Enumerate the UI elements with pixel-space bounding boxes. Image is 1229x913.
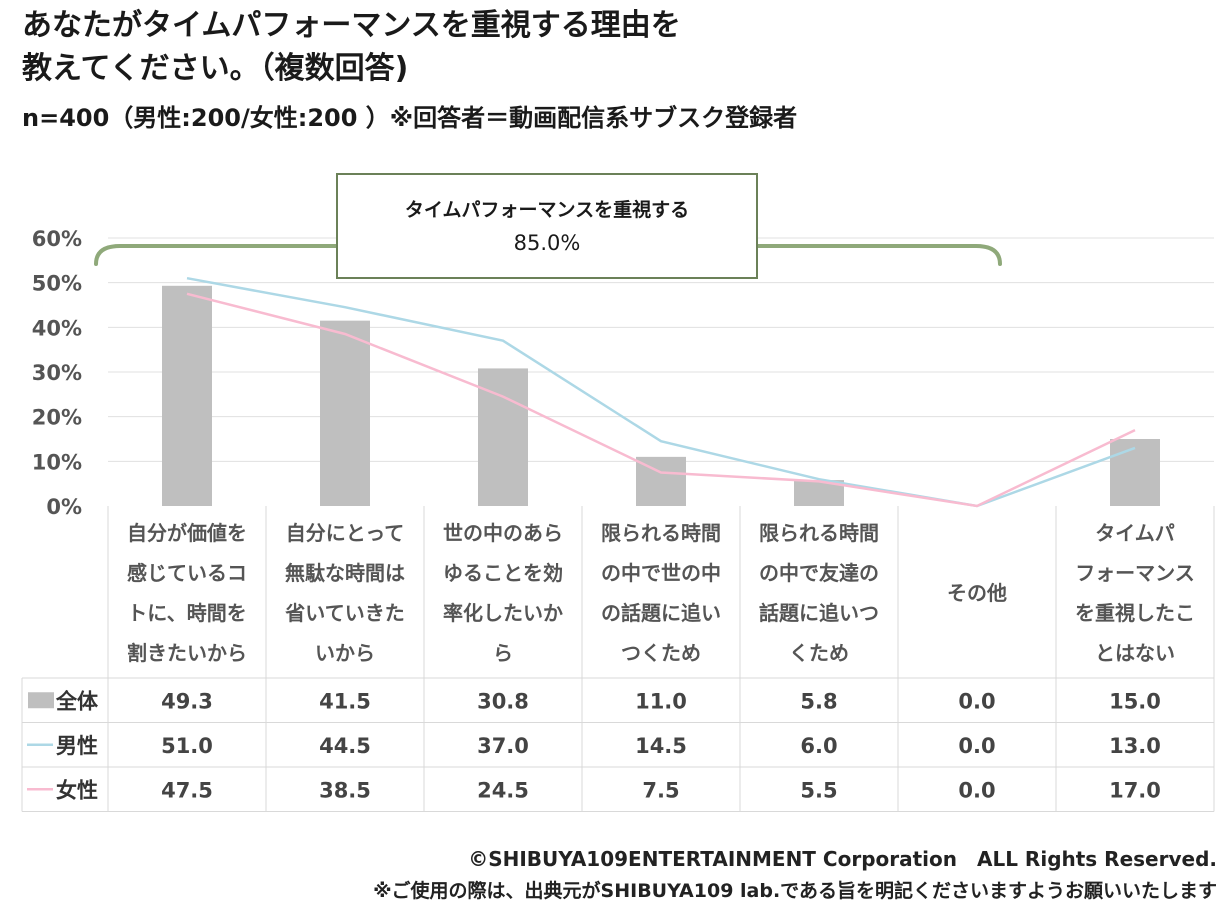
category-label: 自分が価値を bbox=[127, 521, 247, 545]
category-label: ゆることを効 bbox=[443, 561, 563, 585]
data-value: 11.0 bbox=[635, 689, 687, 713]
category-label: 省いていきた bbox=[284, 601, 404, 625]
category-label: ら bbox=[493, 641, 513, 665]
data-value: 17.0 bbox=[1109, 778, 1161, 802]
data-value: 14.5 bbox=[635, 734, 687, 758]
category-label: 世の中のあら bbox=[443, 521, 563, 545]
data-value: 49.3 bbox=[161, 689, 213, 713]
category-label: つくため bbox=[621, 641, 701, 665]
grid-lines bbox=[108, 237, 1214, 462]
data-value: 0.0 bbox=[958, 689, 995, 713]
data-value: 7.5 bbox=[642, 778, 679, 802]
copyright-text: ©SHIBUYA109ENTERTAINMENT Corporation ALL… bbox=[468, 847, 1217, 871]
series-lines bbox=[186, 276, 1136, 508]
legend-label: 女性 bbox=[56, 778, 98, 802]
data-value: 5.5 bbox=[800, 778, 837, 802]
y-tick-label: 20% bbox=[32, 406, 82, 430]
data-value: 41.5 bbox=[319, 689, 371, 713]
bar bbox=[320, 320, 370, 506]
category-label: の中で友達の bbox=[759, 561, 879, 585]
chart-title-line2: 教えてください。（複数回答) bbox=[22, 51, 409, 86]
category-label: トに、時間を bbox=[127, 601, 246, 625]
category-label: 限られる時間 bbox=[759, 521, 879, 545]
data-value: 24.5 bbox=[477, 778, 529, 802]
data-value: 38.5 bbox=[319, 778, 371, 802]
category-label: とはない bbox=[1095, 641, 1175, 665]
y-tick-label: 60% bbox=[32, 227, 82, 251]
data-value: 51.0 bbox=[161, 734, 213, 758]
category-label: フォーマンス bbox=[1075, 561, 1195, 585]
data-value: 47.5 bbox=[161, 778, 213, 802]
bar bbox=[478, 368, 528, 506]
category-label: 感じているコ bbox=[127, 561, 247, 585]
data-value: 37.0 bbox=[477, 734, 529, 758]
data-value: 30.8 bbox=[477, 689, 529, 713]
annotation-group: タイムパフォーマンスを重視する 85.0% bbox=[336, 173, 758, 279]
category-label: いから bbox=[315, 641, 375, 665]
bar bbox=[1110, 439, 1160, 506]
data-value: 44.5 bbox=[319, 734, 371, 758]
y-tick-label: 10% bbox=[32, 450, 82, 474]
annotation-label: タイムパフォーマンスを重視する bbox=[405, 198, 689, 221]
bars bbox=[162, 285, 1160, 506]
chart-title: あなたがタイムパフォーマンスを重視する理由を 教えてください。（複数回答) bbox=[22, 4, 681, 90]
legend-swatch bbox=[28, 692, 54, 709]
y-tick-label: 40% bbox=[32, 316, 82, 340]
data-value: 5.8 bbox=[800, 689, 837, 713]
category-label: 話題に追いつ bbox=[759, 601, 879, 625]
category-label: その他 bbox=[947, 581, 1007, 605]
category-label: 無駄な時間は bbox=[285, 561, 405, 585]
annotation-box bbox=[336, 173, 758, 279]
data-value: 13.0 bbox=[1109, 734, 1161, 758]
chart-title-line1: あなたがタイムパフォーマンスを重視する理由を bbox=[22, 8, 681, 43]
y-tick-label: 0% bbox=[46, 495, 82, 519]
category-label: を重視したこ bbox=[1075, 601, 1195, 625]
category-label: の中で世の中 bbox=[601, 561, 721, 585]
usage-note: ※ご使用の際は、出典元がSHIBUYA109 lab.である旨を明記くださいます… bbox=[373, 880, 1217, 902]
category-label: タイムパ bbox=[1095, 521, 1175, 545]
category-label: 自分にとって bbox=[286, 521, 404, 545]
category-label: の話題に追い bbox=[601, 601, 721, 625]
legend-label: 全体 bbox=[55, 689, 99, 713]
category-label: 率化したいか bbox=[443, 601, 563, 625]
annotation-value: 85.0% bbox=[514, 231, 581, 255]
category-label: 割きたいから bbox=[127, 641, 247, 665]
series-line bbox=[186, 292, 1136, 508]
data-value: 6.0 bbox=[800, 734, 837, 758]
category-label: 限られる時間 bbox=[601, 521, 721, 545]
y-tick-label: 50% bbox=[32, 272, 82, 296]
chart-subtitle: n=400（男性:200/女性:200 ）※回答者＝動画配信系サブスク登録者 bbox=[22, 104, 798, 132]
data-value: 0.0 bbox=[958, 734, 995, 758]
category-label: くため bbox=[789, 641, 849, 665]
y-axis-ticks: 0% 10% 20% 30% 40% 50% 60% bbox=[32, 227, 82, 519]
legend-label: 男性 bbox=[56, 734, 98, 758]
bar bbox=[162, 285, 212, 506]
data-value: 15.0 bbox=[1109, 689, 1161, 713]
y-tick-label: 30% bbox=[32, 361, 82, 385]
data-value: 0.0 bbox=[958, 778, 995, 802]
